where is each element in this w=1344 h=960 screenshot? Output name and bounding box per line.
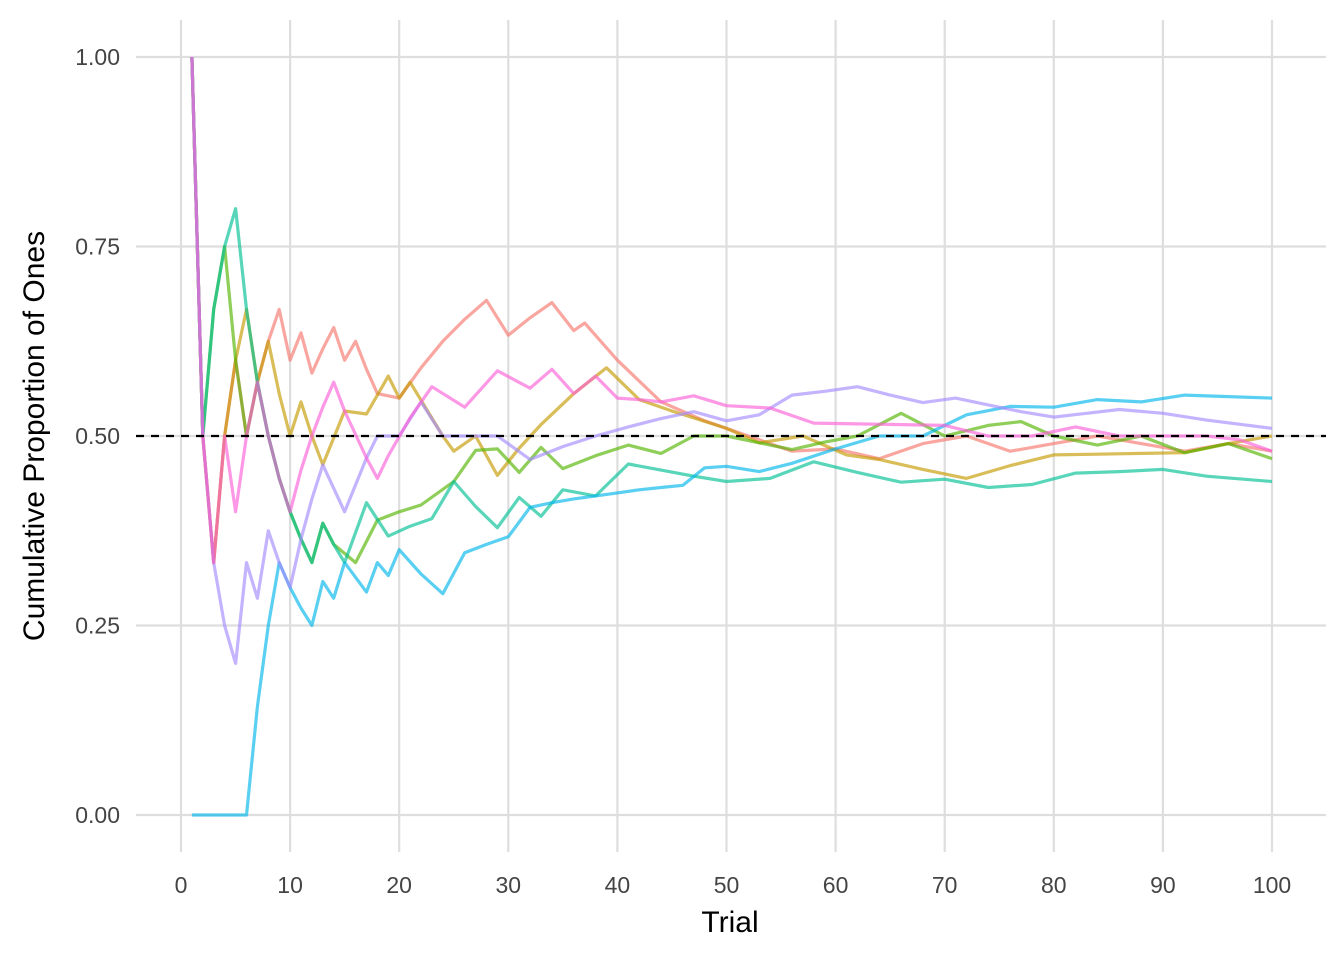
x-tick-label: 90 <box>1150 872 1176 898</box>
x-tick-label: 40 <box>605 872 631 898</box>
x-tick-label: 10 <box>277 872 303 898</box>
y-tick-label: 0.75 <box>75 234 120 260</box>
y-axis-ticks: 0.00 0.25 0.50 0.75 1.00 <box>75 44 120 828</box>
series-line-5 <box>191 393 1273 817</box>
x-tick-label: 50 <box>714 872 740 898</box>
x-tick-label: 100 <box>1253 872 1291 898</box>
y-axis-title: Cumulative Proportion of Ones <box>18 231 51 641</box>
series-line-6 <box>190 56 1273 665</box>
x-tick-label: 70 <box>932 872 958 898</box>
series-line-7 <box>190 56 1273 565</box>
y-tick-label: 0.50 <box>75 423 120 449</box>
y-tick-label: 0.25 <box>75 613 120 639</box>
x-axis-title: Trial <box>701 906 758 939</box>
series-layer <box>190 56 1273 817</box>
y-tick-label: 0.00 <box>75 802 120 828</box>
x-tick-label: 30 <box>496 872 522 898</box>
x-tick-label: 0 <box>175 872 188 898</box>
x-tick-label: 80 <box>1041 872 1067 898</box>
y-tick-label: 1.00 <box>75 44 120 70</box>
series-line-2 <box>190 56 1273 565</box>
series-line-1 <box>190 56 1273 565</box>
x-tick-label: 20 <box>386 872 412 898</box>
x-tick-label: 60 <box>823 872 849 898</box>
x-axis-ticks: 0 10 20 30 40 50 60 70 80 90 100 <box>175 872 1292 898</box>
